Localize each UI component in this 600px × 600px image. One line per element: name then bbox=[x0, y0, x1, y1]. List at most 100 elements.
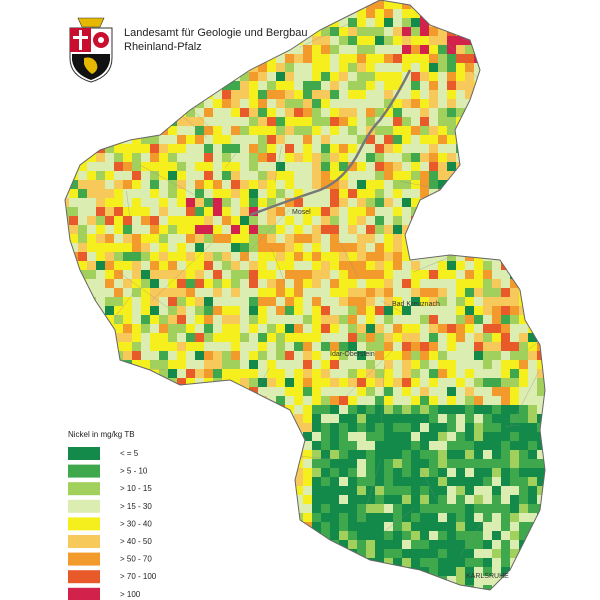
map-cell bbox=[303, 270, 312, 279]
map-cell bbox=[366, 342, 375, 351]
map-cell bbox=[114, 189, 123, 198]
map-cell bbox=[69, 108, 78, 117]
map-cell bbox=[294, 540, 303, 549]
map-cell bbox=[177, 135, 186, 144]
map-cell bbox=[249, 216, 258, 225]
map-cell bbox=[285, 144, 294, 153]
map-cell bbox=[411, 468, 420, 477]
legend-swatch bbox=[68, 535, 100, 548]
map-cell bbox=[339, 378, 348, 387]
map-cell bbox=[537, 594, 546, 600]
map-cell bbox=[537, 54, 545, 63]
map-cell bbox=[393, 522, 402, 531]
map-cell bbox=[267, 135, 276, 144]
map-cell bbox=[168, 261, 177, 270]
map-cell bbox=[456, 297, 465, 306]
map-cell bbox=[339, 162, 348, 171]
map-cell bbox=[321, 360, 330, 369]
map-cell bbox=[141, 243, 150, 252]
map-cell bbox=[231, 162, 240, 171]
map-cell bbox=[168, 90, 177, 99]
map-cell bbox=[375, 243, 384, 252]
map-cell bbox=[312, 405, 321, 414]
map-cell bbox=[465, 90, 474, 99]
map-cell bbox=[501, 378, 510, 387]
map-cell bbox=[276, 486, 285, 495]
map-cell bbox=[339, 585, 348, 590]
map-cell bbox=[438, 324, 447, 333]
map-cell bbox=[510, 387, 519, 396]
map-cell bbox=[456, 9, 465, 18]
map-cell bbox=[96, 126, 105, 135]
map-cell bbox=[303, 459, 312, 468]
map-cell bbox=[132, 252, 141, 261]
map-cell bbox=[447, 189, 456, 198]
map-cell bbox=[330, 360, 339, 369]
map-cell bbox=[105, 558, 114, 567]
map-cell bbox=[357, 369, 366, 378]
map-cell bbox=[141, 108, 150, 117]
map-cell bbox=[204, 315, 213, 324]
map-cell bbox=[339, 522, 348, 531]
map-cell bbox=[123, 81, 132, 90]
map-cell bbox=[348, 513, 357, 522]
map-cell bbox=[384, 369, 393, 378]
map-cell bbox=[177, 315, 186, 324]
map-cell bbox=[177, 180, 186, 189]
map-cell bbox=[213, 369, 222, 378]
map-cell bbox=[537, 243, 545, 252]
map-cell bbox=[393, 261, 402, 270]
map-cell bbox=[366, 585, 375, 590]
map-cell bbox=[213, 414, 222, 423]
map-cell bbox=[429, 126, 438, 135]
map-cell bbox=[321, 396, 330, 405]
map-cell bbox=[141, 207, 150, 216]
map-cell bbox=[456, 567, 465, 576]
map-cell bbox=[456, 216, 465, 225]
map-cell bbox=[303, 594, 312, 600]
map-cell bbox=[366, 405, 375, 414]
map-cell bbox=[231, 351, 240, 360]
map-cell bbox=[231, 252, 240, 261]
map-cell bbox=[294, 315, 303, 324]
map-cell bbox=[411, 360, 420, 369]
map-cell bbox=[294, 468, 303, 477]
map-cell bbox=[249, 54, 258, 63]
map-cell bbox=[87, 351, 96, 360]
map-cell bbox=[384, 9, 393, 18]
map-cell bbox=[474, 198, 483, 207]
map-cell bbox=[150, 144, 159, 153]
map-cell bbox=[447, 351, 456, 360]
map-cell bbox=[258, 162, 267, 171]
map-cell bbox=[411, 522, 420, 531]
map-cell bbox=[312, 81, 321, 90]
map-cell bbox=[456, 459, 465, 468]
map-cell bbox=[384, 414, 393, 423]
map-cell bbox=[321, 108, 330, 117]
map-cell bbox=[465, 189, 474, 198]
map-cell bbox=[321, 513, 330, 522]
map-cell bbox=[501, 180, 510, 189]
map-cell bbox=[519, 90, 528, 99]
map-cell bbox=[240, 90, 249, 99]
map-cell bbox=[546, 171, 555, 180]
map-cell bbox=[366, 594, 375, 600]
map-cell bbox=[348, 171, 357, 180]
map-cell bbox=[177, 477, 186, 486]
map-cell bbox=[402, 495, 411, 504]
map-cell bbox=[501, 324, 510, 333]
map-cell bbox=[384, 423, 393, 432]
map-cell bbox=[150, 198, 159, 207]
map-cell bbox=[456, 585, 465, 590]
map-cell bbox=[393, 594, 402, 600]
map-cell bbox=[510, 27, 519, 36]
map-cell bbox=[357, 36, 366, 45]
map-cell bbox=[213, 549, 222, 558]
map-cell bbox=[537, 423, 545, 432]
map-cell bbox=[105, 108, 114, 117]
map-cell bbox=[168, 279, 177, 288]
map-cell bbox=[384, 504, 393, 513]
map-cell bbox=[276, 351, 285, 360]
map-cell bbox=[402, 117, 411, 126]
map-cell bbox=[438, 558, 447, 567]
